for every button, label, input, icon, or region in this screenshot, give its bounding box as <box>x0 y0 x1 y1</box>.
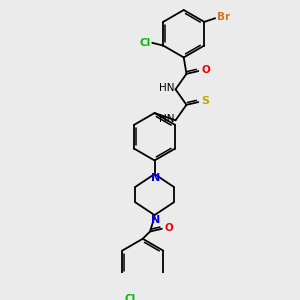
Text: Cl: Cl <box>124 294 135 300</box>
Text: N: N <box>151 215 160 225</box>
Text: Br: Br <box>217 12 230 22</box>
Text: O: O <box>165 223 173 233</box>
Text: O: O <box>201 65 210 75</box>
Text: HN: HN <box>159 114 175 124</box>
Text: Cl: Cl <box>139 38 150 48</box>
Text: HN: HN <box>159 83 175 93</box>
Text: N: N <box>151 173 160 183</box>
Text: S: S <box>201 96 209 106</box>
